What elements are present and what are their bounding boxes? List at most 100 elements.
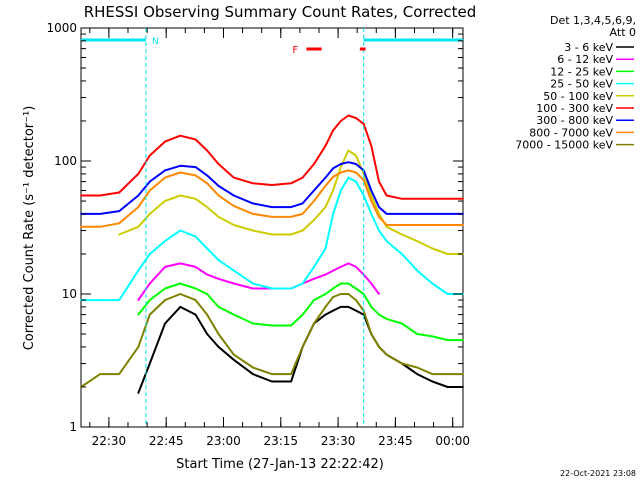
data-point — [339, 163, 342, 165]
x-tick-label: 22:45 — [149, 434, 184, 448]
data-point — [339, 305, 342, 308]
data-point — [232, 282, 235, 285]
data-point — [332, 287, 335, 290]
data-point — [347, 169, 350, 172]
data-point — [118, 373, 121, 375]
data-point — [370, 189, 373, 192]
x-tick-label: 23:15 — [263, 434, 298, 448]
y-axis: 1 10 100 1000 — [46, 21, 463, 434]
legend-label: 12 - 25 keV — [550, 65, 613, 78]
series-line-8 — [80, 293, 463, 388]
data-point — [347, 149, 350, 152]
data-point — [385, 224, 388, 226]
data-point — [370, 305, 373, 308]
data-point — [370, 194, 373, 197]
data-point — [179, 194, 182, 197]
data-point — [431, 197, 434, 200]
data-point — [385, 240, 388, 242]
data-point — [462, 373, 464, 375]
series-line-7 — [81, 169, 463, 228]
data-point — [370, 200, 373, 202]
data-point — [446, 373, 449, 375]
data-point — [355, 117, 357, 120]
data-point — [400, 197, 403, 200]
footer-date: 22-Oct-2021 23:08 — [560, 469, 636, 478]
data-point — [164, 200, 166, 202]
data-point — [179, 293, 182, 295]
data-point — [232, 194, 235, 197]
series-line-2 — [137, 282, 463, 342]
data-point — [137, 194, 140, 197]
data-point — [462, 339, 464, 342]
data-point — [355, 154, 357, 157]
series-line-5 — [81, 114, 463, 200]
legend-label: 300 - 800 keV — [536, 114, 613, 127]
data-point — [148, 189, 151, 192]
data-point — [148, 299, 151, 301]
data-point — [324, 305, 327, 308]
data-point — [362, 179, 365, 181]
data-point — [232, 269, 235, 272]
data-point — [301, 282, 304, 285]
data-point — [301, 202, 304, 205]
data-point — [355, 163, 357, 165]
data-point — [290, 324, 292, 327]
legend-label: 6 - 12 keV — [557, 53, 613, 66]
data-point — [446, 253, 449, 255]
data-point — [313, 265, 315, 268]
data-point — [232, 204, 235, 207]
data-point — [400, 362, 403, 365]
data-point — [446, 213, 449, 215]
data-point — [137, 225, 140, 228]
data-point — [137, 206, 140, 209]
data-point — [355, 265, 357, 268]
data-point — [206, 313, 208, 316]
data-point — [431, 373, 434, 375]
data-point — [252, 282, 254, 285]
data-point — [378, 229, 380, 232]
data-point — [339, 120, 342, 122]
data-point — [271, 184, 273, 186]
data-point — [118, 210, 121, 213]
data-point — [271, 215, 273, 218]
data-point — [332, 213, 335, 215]
data-point — [446, 339, 449, 342]
data-point — [332, 269, 335, 272]
x-axis-label: Start Time (27-Jan-13 22:22:42) — [176, 457, 384, 472]
data-point — [232, 176, 235, 179]
data-point — [271, 206, 273, 209]
data-point — [431, 247, 434, 250]
data-point — [232, 313, 235, 316]
data-point — [99, 373, 101, 375]
data-point — [324, 144, 327, 147]
legend-label: 3 - 6 keV — [564, 41, 613, 54]
data-point — [252, 287, 254, 290]
data-point — [400, 213, 403, 215]
data-point — [400, 253, 403, 255]
data-point — [355, 287, 357, 290]
data-point — [217, 259, 220, 261]
data-point — [416, 366, 419, 369]
data-point — [347, 114, 350, 117]
data-point — [431, 380, 434, 383]
data-point — [324, 313, 327, 316]
data-point — [179, 262, 182, 265]
x-tick-label: 23:45 — [378, 434, 413, 448]
data-point — [416, 373, 419, 375]
data-point — [252, 229, 254, 232]
data-point — [217, 305, 220, 308]
data-point — [431, 224, 434, 226]
data-point — [206, 247, 208, 250]
data-point — [252, 202, 254, 205]
data-point — [347, 305, 350, 308]
data-point — [313, 299, 315, 301]
data-point — [252, 182, 254, 185]
data-point — [339, 282, 342, 285]
data-point — [194, 287, 197, 290]
data-point — [431, 282, 434, 285]
y-axis-label: Corrected Count Rate (s⁻¹ detector⁻¹) — [22, 106, 37, 351]
data-point — [301, 176, 304, 179]
series-line-3 — [81, 176, 463, 302]
data-point — [355, 180, 357, 183]
